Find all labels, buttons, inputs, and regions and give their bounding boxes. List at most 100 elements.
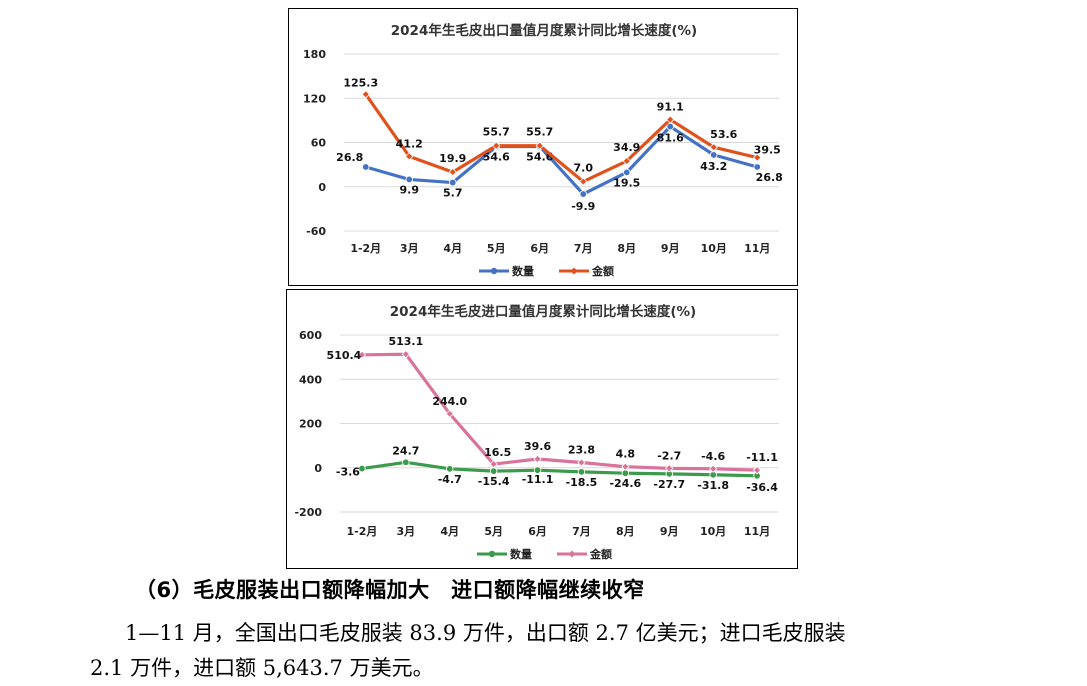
import-y-tick-label: 200 xyxy=(299,418,322,431)
import-amount-point xyxy=(489,459,498,469)
export-quantity-point xyxy=(449,178,457,187)
import-growth-chart: 2024年生毛皮进口量值月度累计同比增长速度(%) -200 0 200 400 600 1… xyxy=(286,289,798,569)
export-data-label: 19.9 xyxy=(439,152,466,165)
import-data-label: -11.1 xyxy=(746,451,778,464)
export-data-label: 5.7 xyxy=(443,187,463,200)
import-x-tick-label: 9月 xyxy=(660,525,679,538)
export-amount-point xyxy=(535,141,544,150)
import-y-tick-label: -200 xyxy=(294,506,322,519)
import-amount-point xyxy=(445,409,454,418)
export-data-label: 54.6 xyxy=(483,150,510,163)
export-data-label: 91.1 xyxy=(657,101,684,114)
import-chart-title: 2024年生毛皮进口量值月度累计同比增长速度(%) xyxy=(390,303,696,320)
import-data-label: -11.1 xyxy=(522,473,554,486)
export-data-label: 43.2 xyxy=(700,160,727,173)
export-x-tick-label: 6月 xyxy=(530,242,549,255)
export-legend-label: 金额 xyxy=(591,264,614,278)
export-data-label: 53.6 xyxy=(710,128,737,141)
export-data-label: 39.5 xyxy=(754,144,781,157)
export-amount-point xyxy=(579,177,588,186)
import-amount-point xyxy=(708,464,718,473)
paragraph-line-2: 2.1 万件，进口额 5,643.7 万美元。 xyxy=(90,656,434,680)
import-data-label: -24.6 xyxy=(609,477,641,490)
export-amount-point xyxy=(361,90,370,99)
import-quantity-point xyxy=(489,467,498,475)
import-data-label: 16.5 xyxy=(484,446,511,459)
import-amount-point xyxy=(533,454,542,464)
export-x-tick-label: 10月 xyxy=(701,242,727,255)
export-x-tick-label: 8月 xyxy=(617,242,636,255)
export-data-label: 19.5 xyxy=(613,176,640,189)
import-series-line-amount xyxy=(360,352,759,472)
export-legend-marker xyxy=(490,267,498,275)
import-quantity-point xyxy=(621,469,630,477)
import-data-label: 39.6 xyxy=(524,440,551,453)
import-x-tick-label: 4月 xyxy=(440,525,459,538)
export-amount-point xyxy=(448,167,457,177)
export-x-tick-label: 11月 xyxy=(744,242,770,255)
import-amount-point xyxy=(577,458,586,467)
export-x-tick-label: 5月 xyxy=(487,242,506,255)
export-chart-title: 2024年生毛皮出口量值月度累计同比增长速度(%) xyxy=(391,22,697,39)
import-data-label: -31.8 xyxy=(697,479,729,492)
export-x-tick-label: 3月 xyxy=(400,242,419,255)
import-data-label: -27.7 xyxy=(653,478,685,491)
import-growth-chart-svg: 2024年生毛皮进口量值月度累计同比增长速度(%) -200 0 200 400 600 1… xyxy=(294,303,779,561)
export-x-tick-label: 9月 xyxy=(661,242,680,255)
import-x-tick-label: 5月 xyxy=(484,525,503,538)
import-legend-marker xyxy=(488,550,496,558)
export-quantity-point xyxy=(405,175,413,184)
import-x-tick-label: 8月 xyxy=(616,525,635,538)
import-quantity-point xyxy=(577,468,586,476)
import-amount-point xyxy=(401,350,411,359)
import-quantity-point xyxy=(358,464,366,473)
import-data-label: 24.7 xyxy=(392,444,419,457)
export-data-label: 125.3 xyxy=(343,76,378,89)
import-legend-label: 数量 xyxy=(510,547,532,561)
export-data-label: 7.0 xyxy=(574,162,594,175)
export-y-tick-label: 60 xyxy=(311,137,327,150)
export-data-label: 55.7 xyxy=(483,126,510,139)
import-quantity-point xyxy=(533,466,542,474)
import-data-label: 23.8 xyxy=(568,443,595,456)
import-x-tick-label: 6月 xyxy=(528,525,547,538)
export-quantity-point xyxy=(753,163,761,171)
import-data-label: 513.1 xyxy=(388,335,423,348)
import-x-tick-label: 10月 xyxy=(700,525,726,538)
export-series-line-amount xyxy=(364,92,759,184)
paragraph-line-1: 1—11 月，全国出口毛皮服装 83.9 万件，出口额 2.7 亿美元；进口毛皮… xyxy=(125,621,846,645)
import-quantity-point xyxy=(446,465,454,473)
export-amount-point xyxy=(753,153,762,162)
import-amount-point xyxy=(621,462,630,471)
import-y-tick-label: 600 xyxy=(299,329,322,342)
import-y-tick-label: 400 xyxy=(299,373,322,386)
export-quantity-point xyxy=(579,190,587,198)
export-y-tick-label: -60 xyxy=(306,225,326,238)
import-x-tick-label: 3月 xyxy=(397,525,416,538)
import-data-label: -4.7 xyxy=(438,473,462,486)
import-legend-label: 金额 xyxy=(589,547,612,561)
export-data-label: 55.7 xyxy=(526,126,553,139)
export-amount-point xyxy=(492,141,501,150)
export-amount-point xyxy=(666,115,675,124)
import-data-label: -4.6 xyxy=(701,450,725,463)
export-x-tick-label: 4月 xyxy=(443,242,462,255)
import-data-label: 510.4 xyxy=(327,349,362,362)
export-x-tick-label: 7月 xyxy=(574,242,593,255)
export-growth-chart: 2024年生毛皮出口量值月度累计同比增长速度(%) -60 0 60 120 180 1-2… xyxy=(288,8,798,286)
export-amount-point xyxy=(709,143,718,152)
export-amount-point xyxy=(622,156,631,166)
export-quantity-point xyxy=(623,168,631,177)
export-y-tick-label: 0 xyxy=(318,181,326,194)
export-x-tick-label: 1-2月 xyxy=(350,242,381,255)
import-data-label: -15.4 xyxy=(478,475,510,488)
export-data-label: 26.8 xyxy=(756,171,783,184)
import-x-tick-label: 7月 xyxy=(572,525,591,538)
import-data-label: 4.8 xyxy=(616,448,636,461)
import-amount-point xyxy=(357,350,367,359)
import-data-label: -2.7 xyxy=(657,449,681,462)
export-data-label: -9.9 xyxy=(571,200,595,213)
export-quantity-point xyxy=(710,151,718,159)
export-growth-chart-svg: 2024年生毛皮出口量值月度累计同比增长速度(%) -60 0 60 120 180 1-2… xyxy=(303,22,783,278)
export-data-label: 41.2 xyxy=(396,137,423,150)
